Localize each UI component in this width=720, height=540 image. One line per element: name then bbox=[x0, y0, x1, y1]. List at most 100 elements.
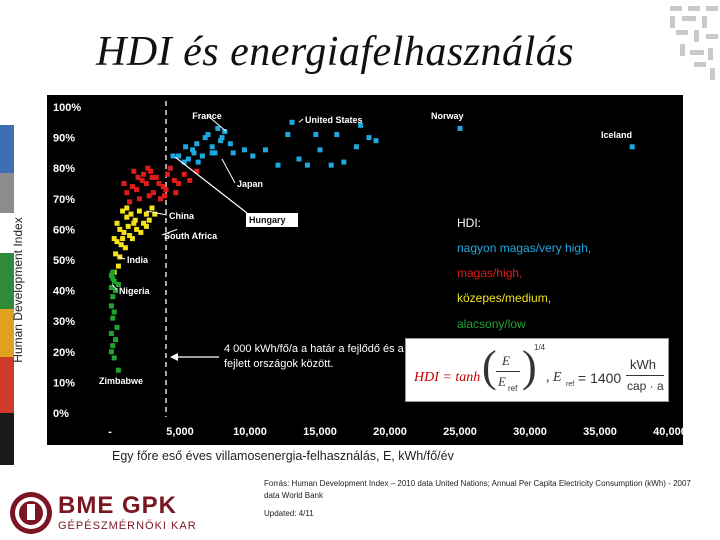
y-tick-label: 90% bbox=[53, 133, 75, 145]
data-point bbox=[227, 141, 233, 147]
data-point bbox=[145, 165, 151, 171]
country-arrow bbox=[206, 114, 227, 132]
x-tick-label: 35,000 bbox=[583, 426, 617, 438]
data-point bbox=[176, 153, 182, 159]
threshold-arrowhead bbox=[170, 353, 178, 361]
data-point bbox=[111, 355, 117, 361]
country-label: India bbox=[127, 255, 149, 265]
data-point bbox=[124, 214, 130, 220]
data-point bbox=[108, 349, 114, 355]
formula-fraction-bar bbox=[496, 371, 520, 372]
formula-unit-top: kWh bbox=[630, 357, 656, 372]
data-point bbox=[176, 181, 182, 186]
x-tick-label: 5,000 bbox=[166, 426, 194, 438]
formula-exponent: 1/4 bbox=[534, 343, 546, 352]
data-point bbox=[457, 125, 463, 131]
data-point bbox=[157, 196, 163, 202]
data-point bbox=[185, 156, 191, 162]
data-point bbox=[152, 211, 158, 217]
logo-sub-text: GÉPÉSZMÉRNÖKI KAR bbox=[58, 520, 197, 532]
x-tick-label: 30,000 bbox=[513, 426, 547, 438]
data-point bbox=[114, 220, 120, 226]
data-point bbox=[132, 217, 138, 223]
data-point bbox=[121, 229, 127, 235]
data-point bbox=[110, 315, 116, 321]
strip-white bbox=[0, 213, 14, 253]
data-point bbox=[209, 144, 215, 150]
data-point bbox=[120, 236, 126, 242]
x-tick-label: 15,000 bbox=[303, 426, 337, 438]
formula-e: E bbox=[502, 353, 510, 368]
legend-medium: közepes/medium, bbox=[457, 291, 552, 305]
country-label: Zimbabwe bbox=[99, 376, 143, 386]
data-point bbox=[143, 223, 149, 229]
legend-low: alacsony/low bbox=[457, 317, 526, 331]
data-point bbox=[218, 138, 224, 144]
threshold-annotation: 4 000 kWh/fő/a a határ a fejlődő és a fe… bbox=[220, 340, 452, 376]
data-point bbox=[194, 168, 200, 174]
country-label: Hungary bbox=[249, 215, 286, 225]
data-point bbox=[148, 168, 154, 174]
data-point bbox=[129, 236, 135, 242]
data-point bbox=[241, 147, 247, 153]
data-point bbox=[194, 141, 200, 147]
legend-heading: HDI: bbox=[457, 216, 481, 230]
data-point bbox=[136, 208, 142, 214]
hungary-label-box bbox=[246, 213, 298, 227]
data-point bbox=[341, 159, 347, 165]
logo-main-text: BME GPK bbox=[58, 492, 178, 519]
data-point bbox=[136, 196, 142, 202]
data-point bbox=[110, 294, 116, 300]
data-point bbox=[124, 190, 130, 196]
y-tick-label: 60% bbox=[53, 224, 75, 236]
strip-blue bbox=[0, 125, 14, 173]
data-point bbox=[134, 226, 140, 232]
x-axis-label: Egy főre eső éves villamosenergia-felhas… bbox=[112, 449, 454, 463]
data-point bbox=[160, 184, 166, 190]
y-tick-label: 70% bbox=[53, 194, 75, 206]
data-point bbox=[171, 177, 177, 183]
y-tick-label: 50% bbox=[53, 255, 75, 267]
data-point bbox=[138, 229, 144, 235]
data-point bbox=[113, 288, 119, 294]
data-point bbox=[205, 132, 211, 138]
data-point bbox=[275, 162, 281, 168]
strip-gray bbox=[0, 173, 14, 213]
data-point bbox=[115, 263, 121, 269]
data-point bbox=[108, 330, 114, 336]
data-point bbox=[108, 303, 114, 309]
data-point bbox=[117, 226, 123, 232]
y-tick-label: 0% bbox=[53, 408, 69, 420]
data-point bbox=[127, 199, 133, 205]
country-arrow bbox=[221, 158, 236, 184]
data-point bbox=[190, 147, 196, 153]
formula-eref-sub: ref bbox=[508, 384, 518, 393]
x-tick-label: 40,000 bbox=[653, 426, 683, 438]
data-point bbox=[181, 159, 187, 165]
data-point bbox=[110, 269, 116, 275]
data-point bbox=[202, 135, 208, 141]
data-point bbox=[195, 159, 201, 165]
country-label: Iceland bbox=[601, 130, 632, 140]
data-point bbox=[170, 153, 176, 159]
data-point bbox=[128, 211, 134, 217]
data-point bbox=[114, 239, 120, 245]
y-tick-label: 30% bbox=[53, 316, 75, 328]
data-point bbox=[262, 147, 268, 153]
data-point bbox=[120, 208, 126, 214]
y-tick-label: 20% bbox=[53, 347, 75, 359]
bme-gpk-logo: BME GPK GÉPÉSZMÉRNÖKI KAR bbox=[6, 488, 256, 538]
data-point bbox=[149, 174, 155, 180]
data-point bbox=[115, 367, 121, 373]
data-point bbox=[143, 181, 149, 186]
y-tick-label: 80% bbox=[53, 163, 75, 175]
data-point bbox=[304, 162, 310, 168]
data-point bbox=[328, 162, 334, 168]
data-point bbox=[153, 174, 159, 180]
formula-eref: E bbox=[498, 374, 506, 389]
data-point bbox=[150, 190, 156, 196]
x-tick-label: 10,000 bbox=[233, 426, 267, 438]
data-point bbox=[127, 233, 133, 239]
data-point bbox=[199, 153, 205, 159]
data-point bbox=[317, 147, 323, 153]
